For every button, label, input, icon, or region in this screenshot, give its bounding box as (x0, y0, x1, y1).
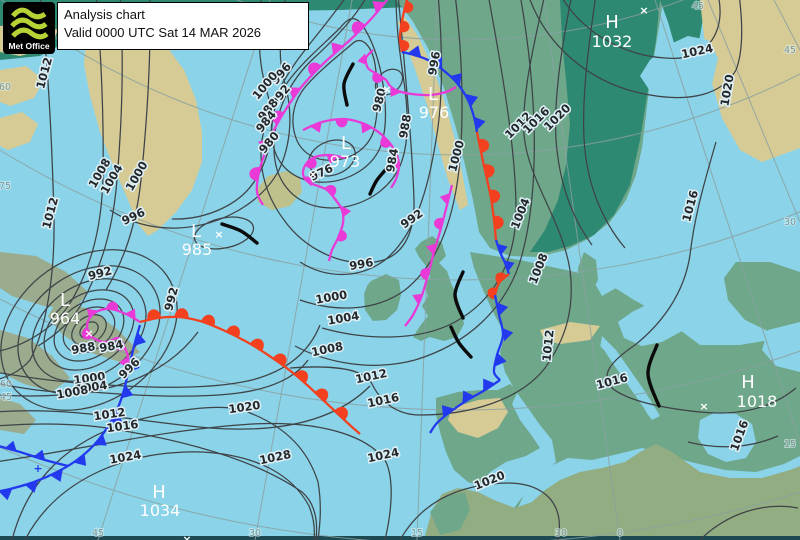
isobar-label: 1020 (228, 398, 262, 416)
isobar-label: 996 (425, 50, 443, 76)
isobar-label: 988 (396, 113, 414, 139)
grid-label: 60 (0, 82, 11, 93)
pressure-center-cross: × (308, 168, 317, 181)
pressure-center-cross: × (639, 4, 648, 17)
pressure-center-cross: × (214, 228, 223, 241)
cold-front (429, 379, 501, 434)
isobar-label: 984 (98, 337, 124, 355)
chart-title: Analysis chart (64, 7, 145, 22)
pressure-center-letter: L (341, 133, 351, 154)
trough-layer (220, 62, 661, 408)
met-office-logo: Met Office (3, 2, 55, 54)
grid-label: 30 (249, 528, 261, 539)
isobar-label: 1016 (106, 417, 140, 435)
pressure-center-value: 1018 (737, 392, 778, 411)
grid-label: 45 (0, 392, 12, 403)
occluded-front (302, 117, 401, 189)
isobar-label: 1012 (93, 405, 127, 423)
warm-front (398, 0, 409, 53)
pressure-center-letter: L (191, 221, 201, 242)
pressure-center-value: 976 (419, 103, 450, 122)
grid-label: 45 (692, 1, 704, 12)
logo-text: Met Office (8, 41, 50, 51)
pressure-center-cross: × (699, 400, 708, 413)
pressure-center-letter: L (60, 290, 70, 311)
isobar-label: 1012 (539, 329, 556, 362)
front-layer (0, 0, 515, 501)
isobar-label: 992 (161, 286, 181, 313)
grid-label: 45 (92, 528, 104, 539)
chart-header: Met Office Analysis chart Valid 0000 UTC… (3, 2, 309, 54)
grid-label: 30 (555, 528, 567, 539)
isobar-label: 984 (383, 147, 401, 173)
pressure-center-value: 973 (330, 152, 361, 171)
grid-label: 30 (784, 217, 796, 228)
pressure-center-value: 1034 (140, 501, 181, 520)
isobar-label: 988 (70, 339, 96, 357)
chart-valid-time: Valid 0000 UTC Sat 14 MAR 2026 (64, 25, 262, 40)
isobar-label: 996 (348, 255, 374, 273)
grid-label: 45 (784, 45, 796, 56)
occluded-front (404, 184, 454, 327)
pressure-center-letter: L (428, 84, 438, 105)
grid-label: 75 (0, 181, 11, 192)
grid-label: 15 (784, 439, 796, 450)
pressure-center-cross: × (382, 83, 391, 96)
pressure-center-value: 964 (50, 309, 81, 328)
grid-label: 60 (0, 379, 12, 390)
pressure-center-letter: H (152, 482, 166, 503)
chart-title-box: Analysis chart Valid 0000 UTC Sat 14 MAR… (57, 2, 309, 50)
logo-waves-icon (10, 7, 49, 40)
grid-label: 15 (411, 528, 423, 539)
pressure-center-cross: × (182, 533, 191, 540)
isobar-label: 1000 (73, 369, 107, 387)
pressure-center-value: 985 (182, 240, 213, 259)
isobar-label: 1004 (75, 378, 109, 396)
pressure-center-letter: H (605, 12, 619, 33)
pressure-center-cross: × (84, 327, 93, 340)
occluded-front (364, 49, 457, 97)
pressure-center-value: 1032 (592, 32, 633, 51)
grid-label: 0 (617, 528, 623, 539)
isobar-label: 1016 (366, 390, 400, 410)
frontolysis-plus-mark: + (33, 462, 42, 475)
pressure-center-letter: H (741, 372, 755, 393)
